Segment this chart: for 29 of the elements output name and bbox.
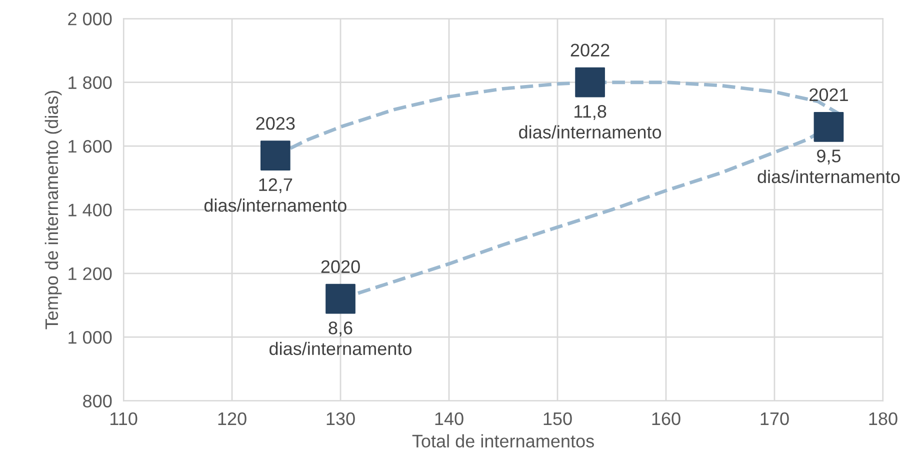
x-tick-label: 130 [326, 412, 355, 426]
x-tick-label: 160 [652, 412, 680, 426]
annotation: 11,8 dias/internamento [519, 105, 662, 139]
y-tick-label: 1 600 [68, 140, 112, 153]
point [814, 112, 844, 142]
point [326, 284, 356, 314]
point [575, 67, 605, 98]
x-tick-label: 180 [869, 412, 898, 426]
x-tick-label: 150 [544, 412, 572, 426]
annotation: 2022 [570, 44, 610, 57]
y-tick-label: 800 [83, 394, 112, 408]
annotation: 2021 [810, 88, 848, 102]
annotation: 2023 [256, 116, 295, 130]
annotation: 9,5 dias/internamento [758, 150, 900, 184]
y-tick-label: 2 000 [68, 12, 112, 26]
y-tick-label: 1 200 [68, 267, 112, 280]
y-tick-label: 1 800 [68, 76, 112, 90]
x-tick-label: 170 [760, 412, 789, 426]
annotation: 8,6 dias/internamento [270, 322, 412, 356]
x-axis-title: Total de internamentos [412, 434, 594, 448]
x-tick-label: 140 [435, 412, 464, 426]
annotation: 2020 [321, 260, 360, 274]
y-tick-label: 1 000 [68, 331, 112, 344]
x-tick-label: 120 [218, 412, 246, 426]
y-axis-title: Tempo de internamento (dias) [44, 90, 62, 330]
annotation: 12,7 dias/internamento [204, 178, 346, 212]
point [260, 140, 290, 170]
x-tick-label: 110 [110, 412, 138, 426]
y-tick-label: 1 400 [68, 204, 112, 216]
